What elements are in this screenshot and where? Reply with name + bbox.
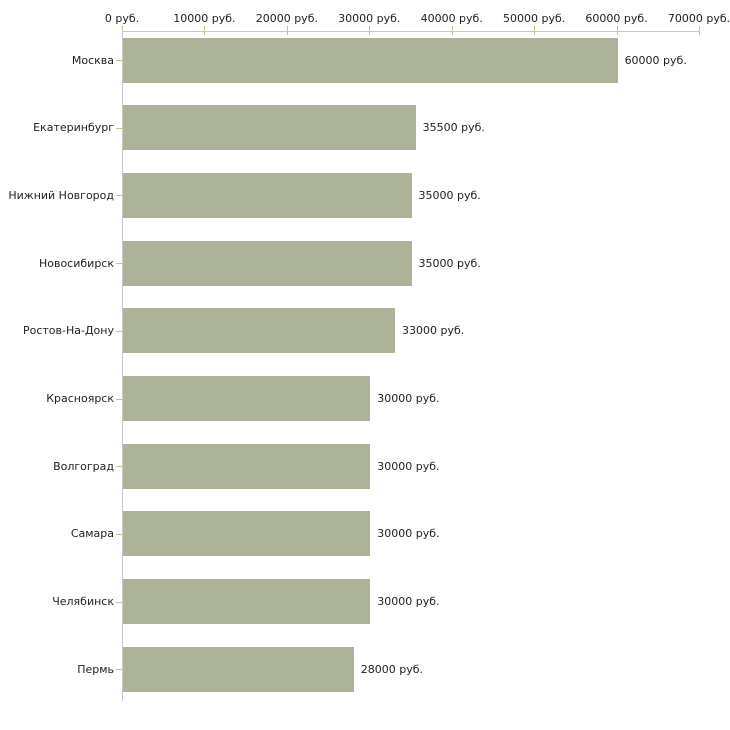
value-label: 35000 руб. (418, 256, 481, 270)
category-tick-mark (116, 669, 122, 670)
x-tick-mark (699, 26, 700, 35)
category-label: Пермь (77, 662, 114, 676)
value-label: 30000 руб. (377, 459, 440, 473)
category-label: Новосибирск (38, 256, 114, 270)
x-tick-label: 40000 руб. (420, 12, 483, 25)
x-tick-mark (122, 26, 123, 35)
value-label: 60000 руб. (624, 53, 687, 67)
category-label: Челябинск (52, 595, 114, 609)
y-axis-line (122, 31, 123, 701)
category-label: Ростов-На-Дону (22, 324, 114, 338)
x-tick-mark (204, 26, 205, 35)
category-tick-mark (116, 263, 122, 264)
category-tick-mark (116, 331, 122, 332)
x-axis-line (122, 31, 700, 32)
value-label: 30000 руб. (377, 392, 440, 405)
value-label: 30000 руб. (377, 527, 440, 541)
value-label: 30000 руб. (377, 595, 440, 609)
bar (123, 579, 371, 625)
x-tick-label: 50000 руб. (503, 12, 566, 25)
category-label: Екатеринбург (33, 121, 114, 135)
x-tick-label: 30000 руб. (338, 12, 401, 25)
value-label: 33000 руб. (402, 324, 465, 338)
category-label: Москва (71, 53, 114, 67)
bar (123, 443, 371, 489)
x-tick-mark (369, 26, 370, 35)
bar (123, 646, 354, 692)
bar (123, 105, 416, 151)
x-tick-label: 20000 руб. (255, 12, 318, 25)
bar (123, 37, 618, 83)
category-label: Красноярск (46, 392, 114, 405)
bar (123, 376, 371, 421)
x-tick-mark (534, 26, 535, 35)
category-tick-mark (116, 60, 122, 61)
category-label: Нижний Новгород (8, 188, 114, 202)
x-tick-mark (452, 26, 453, 35)
value-label: 28000 руб. (360, 662, 424, 676)
category-label: Волгоград (53, 459, 114, 473)
category-tick-mark (116, 399, 122, 400)
value-label: 35500 руб. (422, 121, 485, 135)
x-tick-label: 70000 руб. (667, 12, 730, 25)
category-tick-mark (116, 534, 122, 535)
x-tick-mark (617, 26, 618, 35)
category-tick-mark (116, 602, 122, 603)
x-tick-label: 0 руб. (104, 12, 140, 25)
category-label: Самара (70, 527, 114, 541)
category-tick-mark (116, 466, 122, 467)
category-tick-mark (116, 128, 122, 129)
bar (123, 172, 412, 218)
bar (123, 308, 395, 354)
bar (123, 511, 371, 557)
bar (123, 240, 412, 286)
category-tick-mark (116, 195, 122, 196)
x-tick-label: 60000 руб. (585, 12, 648, 25)
x-tick-mark (287, 26, 288, 35)
value-label: 35000 руб. (418, 188, 481, 202)
x-tick-label: 10000 руб. (173, 12, 236, 25)
